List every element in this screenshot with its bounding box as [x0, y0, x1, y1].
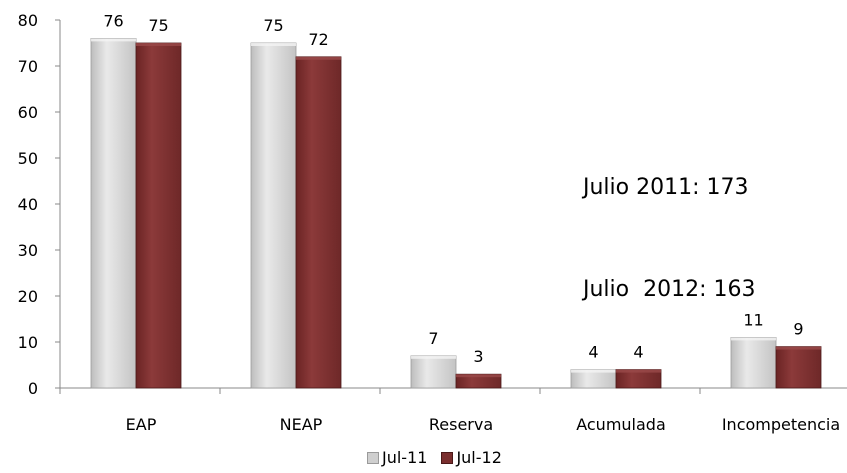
y-tick-label: 30 — [18, 241, 38, 260]
bar-bevel — [251, 43, 296, 46]
bar-bevel — [571, 369, 616, 373]
legend-item-jul-11: Jul-11 — [367, 448, 427, 467]
chart-legend: Jul-11 Jul-12 — [367, 448, 502, 467]
bar-bevel — [91, 38, 136, 42]
y-tick-label: 60 — [18, 103, 38, 122]
bar-bevel — [776, 346, 821, 350]
data-label: 4 — [588, 343, 598, 362]
bar-bevel — [411, 355, 456, 359]
bar-bevel — [456, 374, 501, 378]
y-tick-label: 10 — [18, 333, 38, 352]
y-tick-label: 0 — [28, 379, 38, 398]
y-tick-label: 50 — [18, 149, 38, 168]
bar-bevel — [731, 337, 776, 341]
chart-axes: 0 10 20 30 40 50 60 70 80 EAP NEAP Reserva Acumulada… — [18, 11, 847, 434]
data-label: 76 — [103, 11, 123, 30]
data-label: 7 — [428, 329, 438, 348]
chart-bars — [90, 38, 822, 389]
legend-label-jul-12: Jul-12 — [456, 448, 502, 467]
bar-jul-11-incompetencia — [730, 336, 777, 389]
data-label: 75 — [148, 16, 168, 35]
data-label: 4 — [633, 343, 643, 362]
x-tick-label: Reserva — [429, 415, 493, 434]
y-tick-label: 20 — [18, 287, 38, 306]
data-label: 75 — [263, 16, 283, 35]
bar-jul-11-eap — [90, 38, 137, 389]
data-label: 3 — [473, 347, 483, 366]
y-tick-label: 80 — [18, 11, 38, 30]
legend-swatch-jul-12 — [441, 451, 454, 464]
bar-jul-11-neap — [250, 42, 297, 389]
bar-bevel — [296, 56, 341, 60]
legend-swatch-jul-11 — [367, 451, 379, 464]
y-tick-label: 70 — [18, 57, 38, 76]
y-tick-label: 40 — [18, 195, 38, 214]
annotation-2012: Julio 2012: 163 — [583, 277, 756, 302]
x-tick-label: Acumulada — [576, 415, 666, 434]
bar-jul-11-reserva — [410, 355, 457, 389]
x-tick-label: Incompetencia — [722, 415, 840, 434]
annotation-2011: Julio 2011: 173 — [583, 175, 749, 200]
bar-jul-12-neap — [295, 56, 342, 389]
legend-item-jul-12: Jul-12 — [441, 448, 502, 467]
x-tick-label: NEAP — [280, 415, 323, 434]
x-tick-label: EAP — [126, 415, 157, 434]
data-label: 9 — [793, 320, 803, 339]
bar-jul-12-eap — [135, 42, 182, 389]
legend-label-jul-11: Jul-11 — [382, 448, 428, 467]
bar-bevel — [616, 369, 661, 373]
annotation-block: Julio 2011: 173 Julio 2012: 163 — [583, 103, 756, 341]
bar-jul-12-incompetencia — [775, 346, 822, 389]
data-label: 72 — [308, 30, 328, 49]
bar-bevel — [136, 43, 181, 46]
data-label: 11 — [743, 310, 763, 329]
